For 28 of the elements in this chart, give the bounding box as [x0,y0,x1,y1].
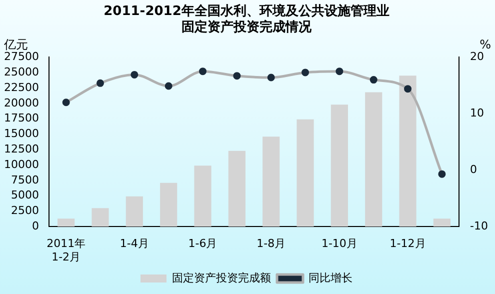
chart-title: 2011-2012年全国水利、环境及公共设施管理业 [104,3,390,20]
x-tick-label: 1-4月 [120,237,149,250]
y-tick-label: 22500 [4,80,39,94]
y-tick-label: 15000 [4,127,39,140]
x-tick-label: 1-6月 [188,237,218,250]
y2-tick-label: 10 [470,106,484,120]
x-tick-label: 1-12月 [390,237,426,250]
y2-tick-label: 20 [470,50,484,64]
y-tick-label: 10000 [4,158,39,171]
y-tick-label: 0 [32,219,39,232]
y-tick-label: 2500 [10,204,39,218]
y-tick-label: 12500 [4,142,39,156]
x-tick-label: 2011年 1-2月 [46,237,86,264]
y-tick-label: 20000 [4,96,39,110]
chart-subtitle: 固定资产投资完成情况 [182,18,312,35]
y-tick-label: 25000 [4,65,39,78]
y-tick-label: 27500 [4,50,39,64]
y-axis-title: 亿元 [3,37,28,52]
y-tick-label: 7500 [10,173,39,186]
y2-tick-label: -10 [470,219,488,232]
y2-tick-label: 0 [470,162,478,176]
x-tick-label: 1-8月 [256,237,286,250]
y-tick-label: 5000 [10,188,39,202]
legend-label: 同比增长 [308,271,352,284]
y-tick-label: 17500 [4,112,39,125]
x-tick-label: 1-10月 [321,237,358,250]
legend-label: 固定资产投资完成额 [172,271,271,284]
y2-axis-title: % [480,37,491,52]
